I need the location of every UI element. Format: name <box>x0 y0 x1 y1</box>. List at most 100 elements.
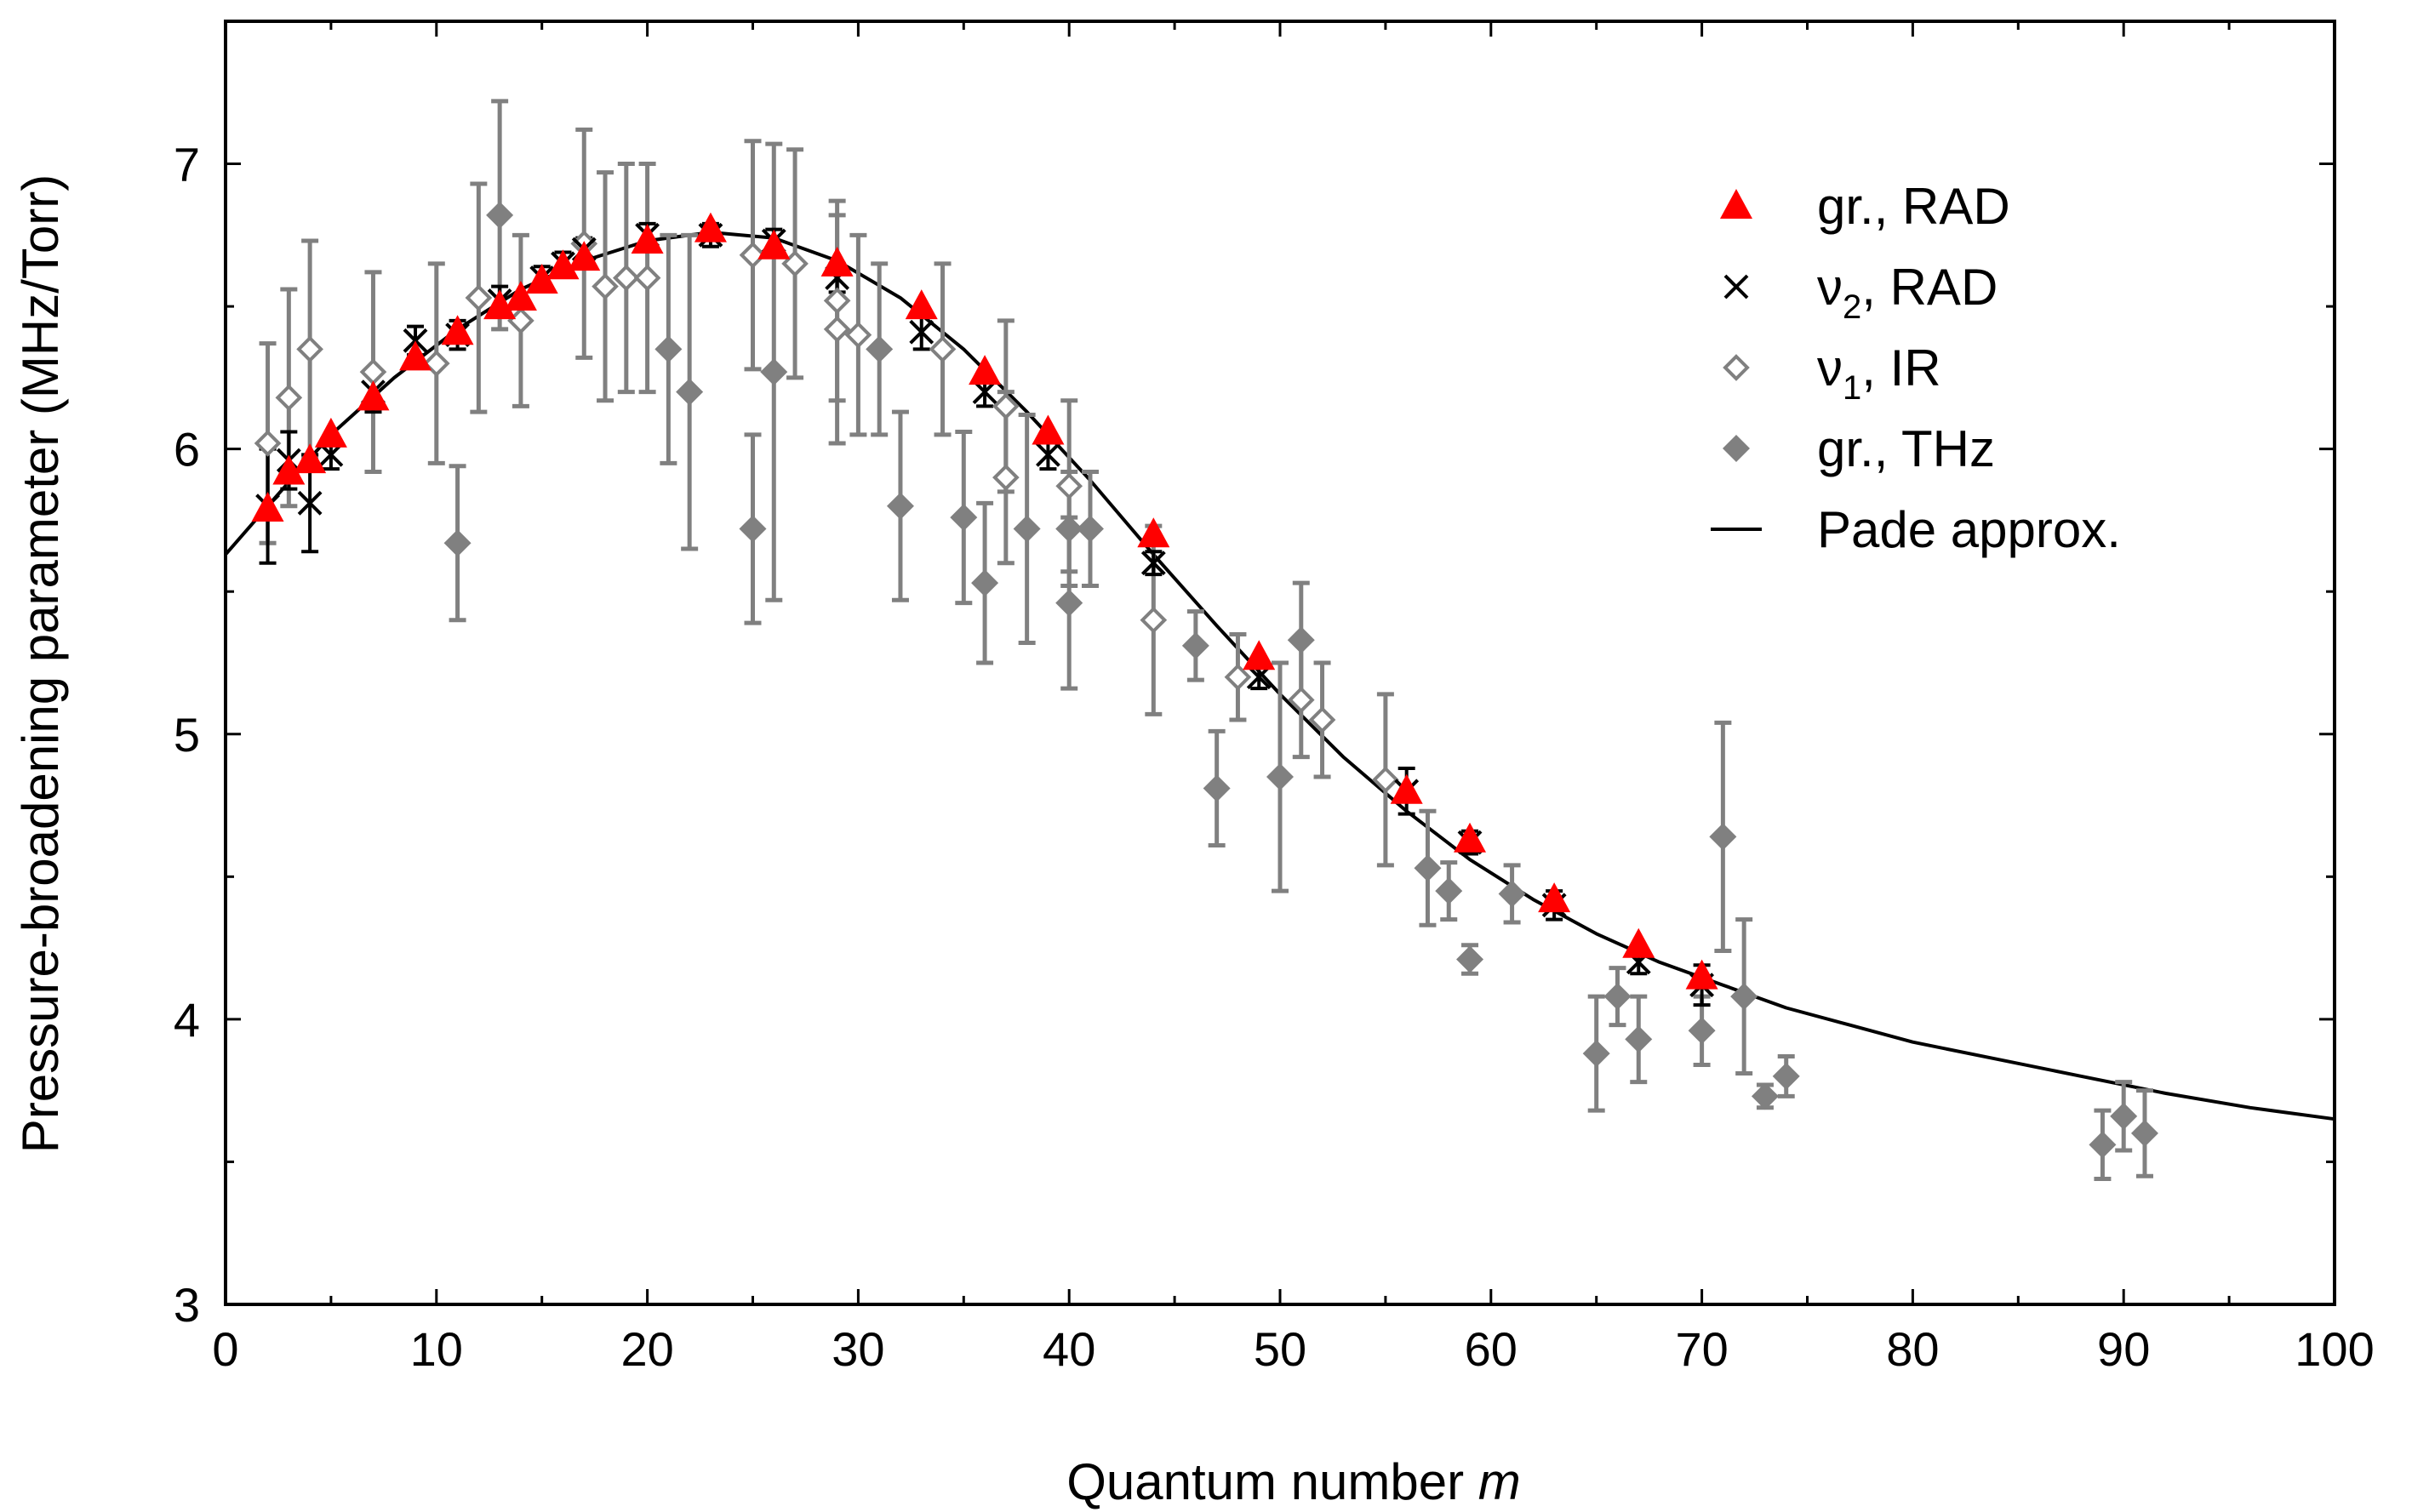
nu1_ir-marker <box>781 250 809 277</box>
gr_thz-marker <box>1414 854 1442 882</box>
legend-label-pade: Pade approx. <box>1817 501 2121 558</box>
gr_rad-marker <box>969 355 1002 385</box>
legend-swatch-gr_thz <box>1723 435 1750 462</box>
gr_thz-marker <box>1625 1025 1653 1053</box>
nu2_rad-marker <box>403 328 428 353</box>
gr_thz-marker <box>1603 983 1632 1011</box>
x-tick-label: 50 <box>1254 1322 1306 1376</box>
legend-label-subscript: 2 <box>1843 288 1861 326</box>
nu1_ir-marker <box>823 287 851 315</box>
gr_rad-marker <box>1685 959 1718 990</box>
gr_rad-marker <box>399 340 432 371</box>
gr_rad-marker <box>483 289 517 320</box>
gr_rad-marker <box>294 443 327 474</box>
nu1_ir-marker <box>275 384 303 412</box>
legend-swatch-gr_rad <box>1720 189 1752 219</box>
legend-label-rest: , RAD <box>1861 259 1998 316</box>
gr_thz-marker <box>1181 631 1209 659</box>
nu2_rad-marker <box>1140 551 1166 576</box>
legend-label-subscript: 1 <box>1843 369 1861 407</box>
gr_rad-marker <box>314 417 347 448</box>
nu1_ir-marker <box>739 241 767 269</box>
nu1_ir-marker <box>507 307 534 334</box>
legend-label-main: gr., THz <box>1817 420 1995 477</box>
gr_thz-marker <box>971 569 999 597</box>
nu1_ir-marker <box>359 358 387 386</box>
gr_thz-marker <box>760 358 788 386</box>
legend-label-main: ν <box>1817 259 1843 316</box>
legend-label-main: Pade approx. <box>1817 501 2121 558</box>
gr_thz-marker <box>1266 763 1294 791</box>
gr_thz-marker <box>1435 877 1463 905</box>
nu2_rad-marker-stroke <box>403 328 428 353</box>
legend-label-gr_rad: gr., RAD <box>1817 178 2010 235</box>
legend-swatch-nu1_ir <box>1723 354 1750 381</box>
y-tick-label: 4 <box>174 993 200 1047</box>
legend-label-rest: , IR <box>1861 339 1940 397</box>
gr_rad-marker <box>1137 517 1170 548</box>
gr_thz-marker <box>1751 1082 1779 1110</box>
gr_thz-marker <box>654 335 683 363</box>
gr_thz-marker <box>1772 1062 1800 1090</box>
legend-item-pade: Pade approx. <box>1711 501 2121 558</box>
gr_thz-marker <box>443 529 472 557</box>
x-tick-label: 40 <box>1043 1322 1095 1376</box>
nu1_ir-marker <box>1055 472 1083 500</box>
gr_thz-marker <box>1076 515 1104 543</box>
gr_rad-marker <box>251 492 284 522</box>
gr_thz-marker <box>486 201 514 229</box>
gr_rad-marker <box>631 224 664 254</box>
y-tick-label: 5 <box>174 708 200 762</box>
legend-label-main: gr., RAD <box>1817 178 2010 235</box>
gr_thz-marker <box>1055 589 1083 617</box>
legend-label-main: ν <box>1817 339 1843 397</box>
nu1_ir-marker <box>1372 766 1399 794</box>
x-tick-label: 90 <box>2097 1322 2150 1376</box>
gr_thz-marker <box>1709 823 1737 851</box>
gr_rad-marker <box>272 454 306 485</box>
gr_thz-marker <box>1582 1040 1610 1068</box>
gr_rad-marker <box>694 212 727 242</box>
nu1_ir-marker <box>844 321 872 349</box>
legend-label-nu1_ir: ν1, IR <box>1817 339 1941 407</box>
gr_thz-marker <box>1498 880 1526 908</box>
legend-swatch-nu2_rad <box>1723 274 1749 300</box>
gr_rad-marker <box>525 263 558 294</box>
x-axis-title: Quantum number m <box>1066 1453 1521 1510</box>
gr_thz-marker <box>1203 774 1231 802</box>
nu1_ir-marker <box>612 264 640 292</box>
gr_thz-marker <box>2110 1102 2138 1130</box>
y-tick-label: 6 <box>174 423 200 476</box>
gr_rad-marker <box>1454 822 1487 853</box>
x-tick-label: 80 <box>1886 1322 1939 1376</box>
gr_thz-marker <box>739 515 767 543</box>
legend-item-nu2_rad: ν2, RAD <box>1723 259 1998 326</box>
nu1_ir-marker <box>823 316 851 343</box>
nu1_ir-marker <box>992 392 1020 420</box>
y-tick-label: 3 <box>174 1278 200 1332</box>
x-tick-label: 60 <box>1465 1322 1518 1376</box>
nu1_ir-marker <box>254 430 282 457</box>
nu2_rad-marker <box>297 490 323 516</box>
gr_rad-marker <box>1390 773 1423 804</box>
gr_rad-marker <box>441 315 474 345</box>
nu1_ir-marker <box>633 264 661 292</box>
y-tick-label: 7 <box>174 138 200 191</box>
nu2_rad-marker-stroke <box>909 319 935 345</box>
gr_rad-marker <box>504 281 537 311</box>
nu1_ir-marker <box>1140 606 1168 634</box>
gr_rad-marker <box>357 380 390 411</box>
legend-item-gr_thz: gr., THz <box>1723 420 1995 477</box>
nu1_ir-marker <box>422 350 450 377</box>
nu2_rad-marker-stroke <box>1036 442 1060 467</box>
y-axis-title: Pressure-broadening parameter (MHz/Torr) <box>12 174 69 1153</box>
nu1_ir-marker <box>1224 663 1252 691</box>
x-tick-label: 0 <box>212 1322 238 1376</box>
gr_rad-marker <box>905 289 938 320</box>
nu1_ir-marker <box>992 464 1020 492</box>
gr_rad-marker <box>1622 927 1655 958</box>
nu2_rad-marker <box>1036 442 1060 467</box>
x-axis-title-var: m <box>1478 1453 1521 1510</box>
nu1_ir-marker <box>592 272 619 300</box>
